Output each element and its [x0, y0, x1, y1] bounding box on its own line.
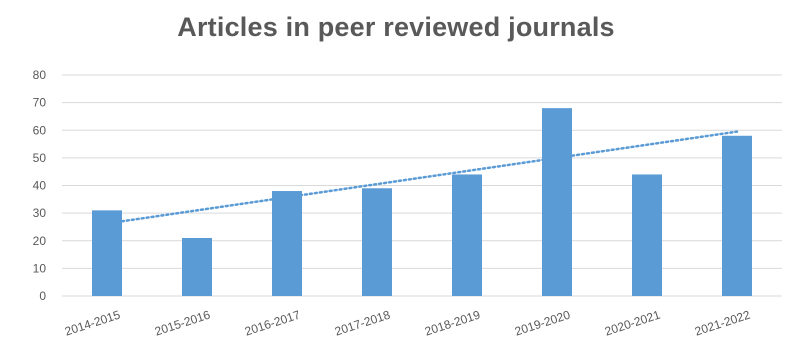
x-axis: 2014-2015 2015-2016 2016-2017 2017-2018 2018…: [63, 307, 752, 338]
gridlines: [62, 74, 782, 297]
bar: [722, 135, 752, 296]
y-tick-label: 20: [33, 234, 47, 248]
x-tick-label: 2019-2020: [513, 307, 572, 338]
y-tick-label: 0: [39, 289, 46, 303]
y-tick-label: 70: [33, 96, 47, 110]
x-tick-label: 2021-2022: [693, 307, 752, 338]
y-tick-label: 50: [33, 151, 47, 165]
bar: [182, 237, 212, 296]
y-axis: 0 10 20 30 40 50 60 70 80: [33, 68, 47, 303]
y-tick-label: 60: [33, 123, 47, 137]
bars: [92, 108, 752, 297]
x-tick-label: 2020-2021: [603, 307, 662, 338]
trendline: [105, 130, 739, 225]
x-tick-label: 2015-2016: [153, 307, 212, 338]
x-tick-label: 2016-2017: [243, 307, 302, 338]
y-tick-label: 10: [33, 261, 47, 275]
y-tick-label: 80: [33, 68, 47, 82]
bar: [272, 191, 302, 296]
chart-title: Articles in peer reviewed journals: [177, 12, 615, 42]
bar: [452, 174, 482, 296]
bar: [632, 174, 662, 296]
y-tick-label: 40: [33, 179, 47, 193]
bar: [542, 108, 572, 297]
y-tick-label: 30: [33, 206, 47, 220]
bar: [362, 188, 392, 296]
trendline-group: [105, 130, 739, 225]
x-tick-label: 2017-2018: [333, 307, 392, 338]
x-tick-label: 2018-2019: [423, 307, 482, 338]
x-tick-label: 2014-2015: [63, 307, 122, 338]
